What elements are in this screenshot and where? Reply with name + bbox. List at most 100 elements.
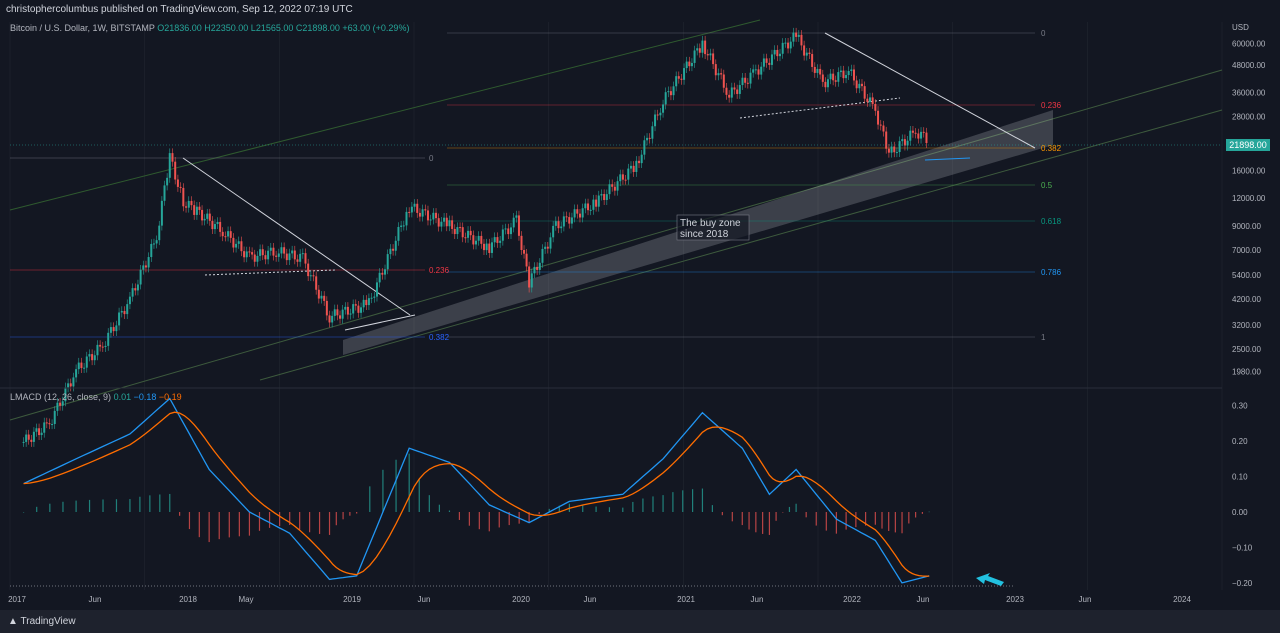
- candle-body: [115, 325, 118, 332]
- candle-body: [25, 434, 28, 442]
- histogram-bar: [874, 512, 876, 525]
- candle-body: [659, 112, 662, 116]
- candle-body: [346, 306, 349, 315]
- candle-body: [275, 255, 278, 257]
- price-tick-label: 7000.00: [1232, 246, 1261, 255]
- candle-body: [874, 103, 877, 111]
- time-tick-label: Jun: [751, 595, 764, 604]
- candle-body: [688, 61, 691, 67]
- candle-body: [418, 212, 421, 217]
- price-tick-label: 28000.00: [1232, 113, 1266, 122]
- candle-body: [168, 153, 171, 178]
- time-tick-label: 2019: [343, 595, 361, 604]
- candle-body: [738, 85, 741, 94]
- fib-2021-label: 0.618: [1041, 217, 1062, 226]
- candle-body: [109, 327, 112, 333]
- candle-body: [816, 68, 819, 73]
- candle-body: [789, 41, 792, 49]
- channel-lower-line: [259, 109, 1223, 381]
- candle-body: [227, 231, 230, 237]
- histogram-bar: [179, 512, 181, 516]
- candle-body: [530, 273, 533, 288]
- fib-2021-label: 1: [1041, 333, 1046, 342]
- fib-2018-label: 0: [429, 154, 434, 163]
- candle-body: [293, 250, 296, 260]
- candle-body: [624, 179, 627, 181]
- candle-body: [480, 235, 483, 244]
- candle-body: [709, 53, 712, 56]
- current-price-tag: 21898.00: [1226, 139, 1270, 151]
- candle-body: [552, 225, 555, 238]
- candle-body: [722, 74, 725, 88]
- candle-body: [808, 52, 811, 55]
- tradingview-logo-icon[interactable]: ▲: [8, 616, 18, 627]
- candle-body: [525, 253, 528, 267]
- candle-body: [40, 432, 43, 436]
- time-tick-label: Jun: [584, 595, 597, 604]
- candle-body: [581, 208, 584, 218]
- candle-body: [507, 228, 510, 235]
- fib-2021-label: 0.786: [1041, 268, 1062, 277]
- candle-body: [882, 125, 885, 132]
- brand-name[interactable]: TradingView: [20, 616, 76, 627]
- candle-body: [842, 70, 845, 79]
- candle-body: [373, 296, 376, 298]
- histogram-bar: [845, 512, 847, 530]
- histogram-bar: [498, 512, 500, 528]
- candle-body: [898, 141, 901, 153]
- histogram-bar: [198, 512, 200, 538]
- histogram-bar: [795, 503, 797, 512]
- candle-body: [562, 216, 565, 227]
- candle-body: [386, 254, 389, 270]
- candle-body: [829, 73, 832, 80]
- histogram-bar: [88, 499, 91, 512]
- candle-body: [613, 186, 616, 191]
- candle-body: [317, 289, 320, 299]
- candle-body: [680, 78, 683, 80]
- candle-body: [662, 104, 665, 113]
- price-chart[interactable]: 0 0.236 0.382 0 0.236 0.382 0.5 0.618 0.786 1 US…: [0, 0, 1280, 610]
- candle-body: [706, 54, 709, 56]
- candle-body: [245, 251, 248, 258]
- histogram-bar: [652, 496, 654, 512]
- candle-body: [690, 62, 693, 67]
- candle-body: [389, 248, 392, 255]
- histogram-bar: [825, 512, 827, 531]
- candle-body: [560, 226, 563, 229]
- candle-body: [768, 62, 771, 65]
- histogram-bar: [188, 512, 191, 530]
- candle-body: [608, 184, 611, 195]
- macd-tick-label: 0.00: [1232, 508, 1248, 517]
- published-by-header: christophercolumbus published on Trading…: [0, 0, 1280, 20]
- histogram-bar: [894, 512, 896, 533]
- candle-body: [523, 250, 526, 254]
- histogram-bar: [768, 512, 771, 535]
- histogram-bar: [22, 512, 25, 513]
- candle-body: [35, 428, 38, 432]
- candle-body: [224, 236, 227, 238]
- candle-body: [126, 304, 129, 315]
- candle-body: [75, 369, 78, 378]
- candle-body: [779, 53, 782, 57]
- candle-body: [837, 72, 840, 82]
- candle-body: [354, 304, 357, 306]
- candle-body: [61, 401, 64, 406]
- footer-bar: ▲ TradingView: [0, 610, 1280, 633]
- candle-body: [264, 255, 267, 260]
- histogram-bar: [662, 495, 664, 512]
- candle-body: [410, 206, 413, 213]
- candle-body: [416, 203, 419, 213]
- trendline-2018-down: [182, 157, 411, 316]
- histogram-bar: [129, 499, 131, 512]
- candle-body: [426, 210, 429, 221]
- candle-body: [107, 332, 110, 346]
- histogram-bar: [268, 512, 271, 528]
- histogram-bar: [901, 512, 903, 534]
- candle-body: [538, 262, 541, 270]
- histogram-bar: [299, 512, 301, 530]
- candle-body: [408, 211, 411, 213]
- candle-body: [847, 71, 850, 76]
- candle-body: [824, 81, 827, 88]
- histogram-bar: [788, 506, 791, 512]
- histogram-bar: [672, 492, 674, 512]
